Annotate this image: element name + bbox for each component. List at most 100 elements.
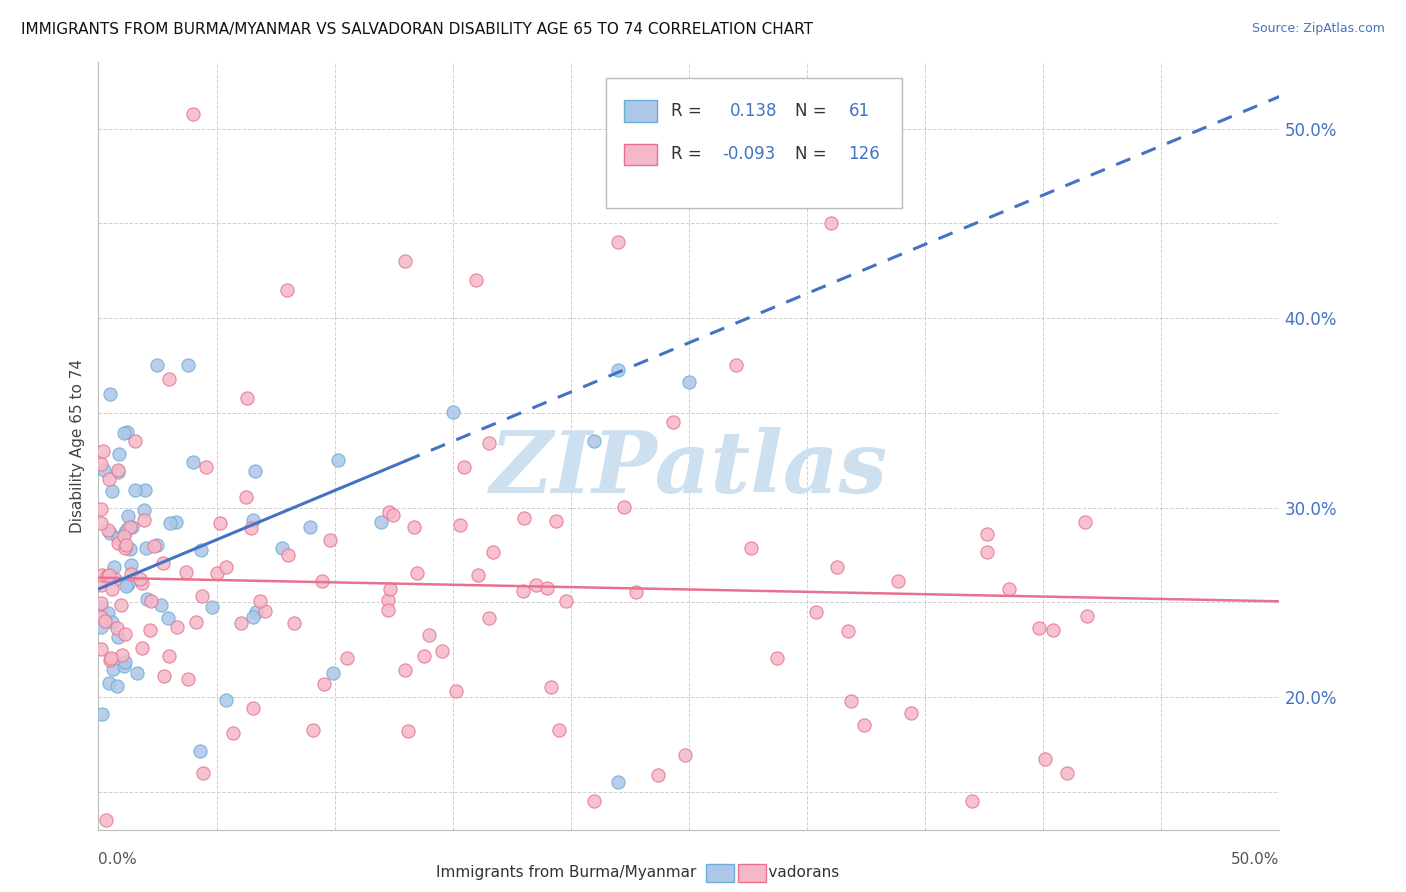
Point (235, 392, 257, 406)
Point (91, 567, 114, 582)
Point (112, 659, 135, 673)
Point (97, 676, 120, 690)
Point (132, 502, 155, 516)
Y-axis label: Disability Age 65 to 74: Disability Age 65 to 74 (70, 359, 86, 533)
Point (513, 511, 536, 525)
Point (607, 362, 630, 376)
Point (209, 516, 232, 531)
Point (418, 628, 440, 642)
Point (132, 513, 155, 527)
Point (146, 359, 169, 373)
Point (607, 235, 630, 250)
Point (90, 610, 112, 624)
Point (97, 523, 120, 537)
Point (229, 616, 252, 631)
Point (90, 457, 112, 471)
Point (430, 644, 453, 658)
Point (181, 106, 204, 120)
Point (661, 415, 683, 429)
Point (336, 650, 359, 665)
Point (446, 684, 468, 698)
Point (177, 359, 200, 373)
Point (837, 624, 859, 638)
Point (270, 541, 292, 555)
Point (976, 527, 998, 541)
FancyBboxPatch shape (606, 78, 901, 208)
Point (215, 693, 238, 707)
Point (242, 513, 264, 527)
Text: 61: 61 (848, 102, 869, 120)
Point (100, 483, 122, 498)
Point (887, 574, 910, 588)
Point (583, 434, 606, 449)
Point (678, 375, 700, 389)
Point (647, 768, 669, 782)
Point (90, 595, 112, 609)
Point (120, 520, 142, 534)
Point (825, 560, 848, 574)
Point (120, 566, 142, 581)
Point (465, 273, 488, 287)
Point (245, 606, 267, 620)
Point (146, 538, 169, 552)
Point (177, 672, 200, 686)
Point (467, 568, 489, 582)
Point (624, 584, 647, 599)
Text: R =: R = (671, 145, 702, 163)
Point (853, 717, 876, 731)
Point (235, 490, 257, 504)
Point (277, 548, 299, 562)
Point (512, 583, 534, 598)
Point (441, 405, 464, 419)
FancyBboxPatch shape (624, 144, 657, 165)
Text: N =: N = (796, 145, 827, 163)
Point (190, 542, 212, 557)
Point (90, 578, 112, 592)
Point (283, 615, 305, 630)
Point (554, 594, 576, 608)
Point (900, 706, 922, 720)
Point (607, 775, 630, 789)
Text: R =: R = (671, 102, 702, 120)
Point (1033, 752, 1056, 766)
Text: IMMIGRANTS FROM BURMA/MYANMAR VS SALVADORAN DISABILITY AGE 65 TO 74 CORRELATION : IMMIGRANTS FROM BURMA/MYANMAR VS SALVADO… (21, 22, 813, 37)
FancyBboxPatch shape (624, 100, 657, 121)
Point (190, 743, 212, 757)
Point (107, 630, 129, 644)
Point (101, 661, 124, 675)
Point (195, 460, 218, 475)
Point (839, 693, 862, 707)
Point (120, 558, 142, 572)
Point (114, 627, 136, 641)
Point (157, 648, 180, 663)
Point (1042, 623, 1064, 637)
Point (377, 602, 399, 616)
Point (276, 283, 298, 297)
Point (245, 464, 267, 478)
Point (105, 680, 128, 694)
Point (396, 723, 419, 738)
Point (135, 591, 157, 606)
Point (548, 723, 571, 737)
Point (91, 443, 114, 458)
Point (402, 520, 425, 534)
Point (378, 505, 401, 519)
Point (107, 463, 129, 477)
Point (111, 648, 134, 662)
Point (121, 520, 143, 534)
Point (301, 723, 323, 738)
Point (115, 425, 138, 439)
Point (405, 566, 427, 580)
Point (110, 599, 132, 613)
Point (221, 726, 243, 740)
Point (94, 813, 117, 827)
Point (90, 641, 112, 656)
Point (165, 516, 187, 530)
Point (478, 436, 501, 450)
Point (322, 665, 344, 680)
Point (1076, 609, 1098, 624)
Point (124, 483, 146, 497)
Point (101, 582, 124, 597)
Text: 0.138: 0.138 (730, 102, 778, 120)
Point (131, 641, 153, 656)
